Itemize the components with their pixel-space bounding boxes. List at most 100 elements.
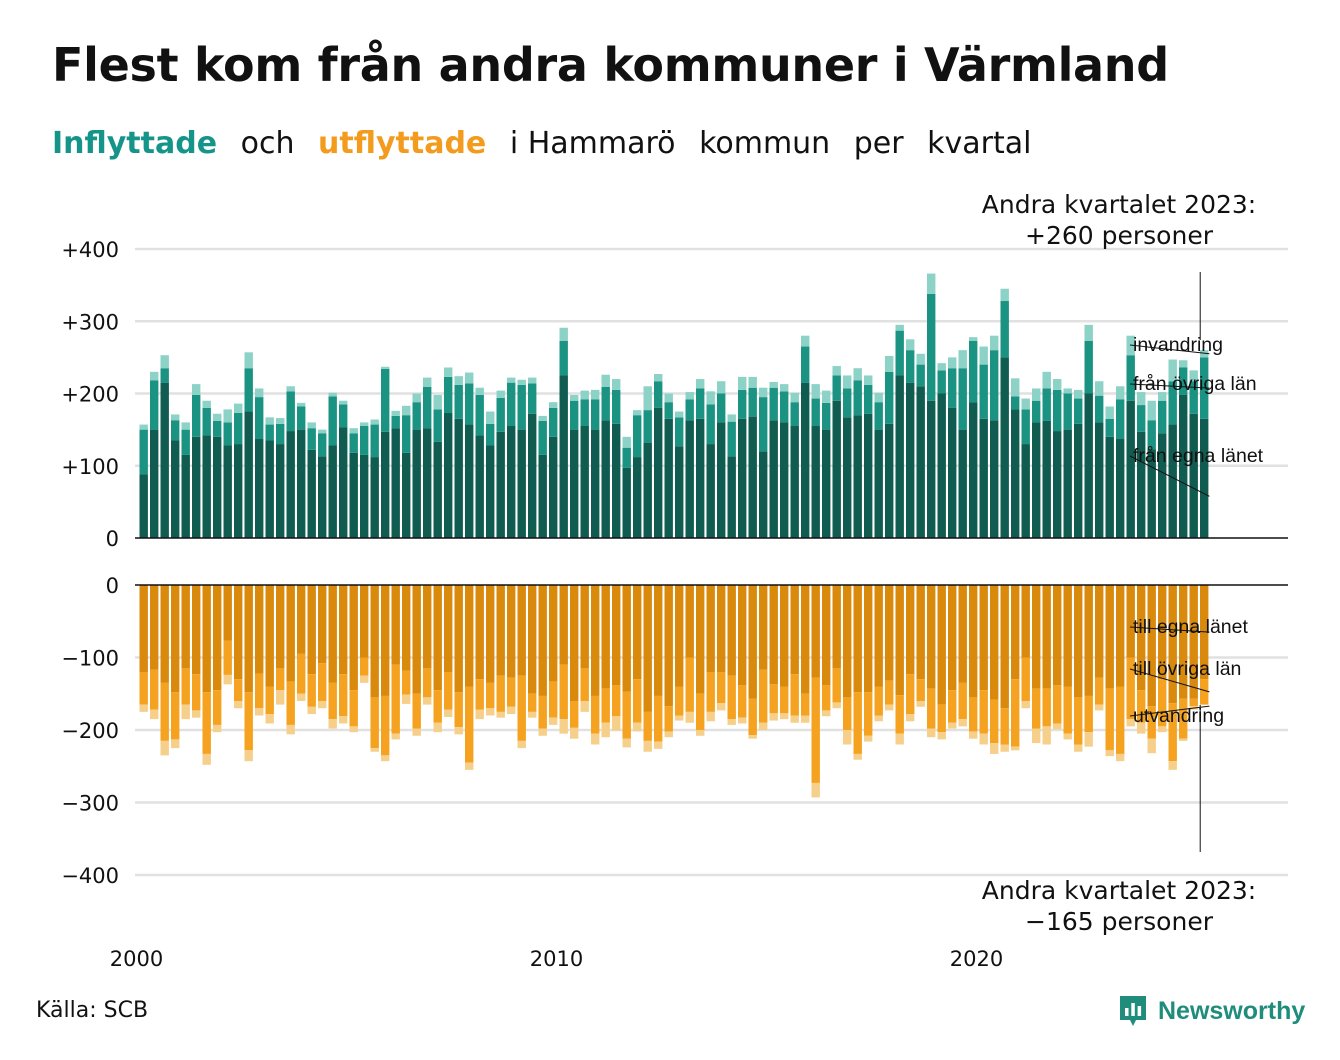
axes bbox=[135, 537, 1288, 586]
bar-out-ovriga bbox=[916, 679, 925, 701]
bar-out-utvandring bbox=[1032, 728, 1041, 744]
bar-out-egna bbox=[1084, 585, 1093, 696]
bar-out-utvandring bbox=[591, 733, 600, 745]
bar-in-egna bbox=[475, 435, 484, 538]
bar-in-ovriga bbox=[370, 424, 379, 458]
bar-in-ovriga bbox=[360, 426, 369, 455]
bar-in-egna bbox=[423, 428, 432, 538]
bar-out-ovriga bbox=[160, 682, 169, 741]
bar-out-ovriga bbox=[391, 664, 400, 734]
bar-out-egna bbox=[748, 585, 757, 699]
bar-in-egna bbox=[213, 436, 222, 538]
bar-in-invandring bbox=[843, 375, 852, 389]
bar-in-invandring bbox=[664, 393, 673, 403]
bar-out-egna bbox=[381, 585, 390, 696]
bar-out-ovriga bbox=[591, 695, 600, 734]
bar-in-ovriga bbox=[181, 429, 190, 455]
bar-out-utvandring bbox=[223, 674, 232, 685]
bar-out-ovriga bbox=[633, 679, 642, 723]
bar-out-ovriga bbox=[328, 682, 337, 720]
bar-out-egna bbox=[591, 585, 600, 696]
bar-in-ovriga bbox=[517, 384, 526, 430]
bar-out-egna bbox=[318, 585, 327, 664]
bar-out-egna bbox=[769, 585, 778, 685]
bar-in-invandring bbox=[696, 379, 705, 389]
bar-in-invandring bbox=[360, 422, 369, 427]
bar-in-invandring bbox=[139, 424, 148, 430]
bar-out-ovriga bbox=[171, 692, 180, 740]
bar-out-utvandring bbox=[790, 715, 799, 723]
bar-in-invandring bbox=[622, 436, 631, 448]
bar-out-egna bbox=[633, 585, 642, 680]
bar-out-egna bbox=[622, 585, 631, 692]
bar-in-ovriga bbox=[706, 404, 715, 445]
bar-in-egna bbox=[549, 436, 558, 538]
bar-in-ovriga bbox=[748, 387, 757, 417]
bar-out-ovriga bbox=[1116, 686, 1125, 754]
newsworthy-logo[interactable]: Newsworthy bbox=[1118, 994, 1305, 1028]
bar-out-ovriga bbox=[370, 697, 379, 749]
bar-out-utvandring bbox=[171, 739, 180, 749]
bar-in-invandring bbox=[223, 409, 232, 423]
bar-in-ovriga bbox=[1084, 340, 1093, 394]
bar-out-utvandring bbox=[286, 724, 295, 735]
bar-out-ovriga bbox=[906, 674, 915, 715]
bar-in-egna bbox=[790, 426, 799, 538]
bar-in-ovriga bbox=[423, 387, 432, 429]
bar-out-utvandring bbox=[853, 753, 862, 760]
bar-in-invandring bbox=[150, 371, 159, 381]
subtitle-word-kommun: kommun bbox=[699, 126, 831, 161]
bar-out-egna bbox=[780, 585, 789, 687]
bar-out-ovriga bbox=[223, 640, 232, 675]
bar-out-egna bbox=[370, 585, 379, 698]
bar-out-ovriga bbox=[570, 701, 579, 728]
bar-out-egna bbox=[1095, 585, 1104, 678]
bar-out-egna bbox=[832, 585, 841, 669]
bar-out-egna bbox=[885, 585, 894, 681]
bar-in-egna bbox=[517, 429, 526, 539]
bar-out-ovriga bbox=[675, 686, 684, 716]
bar-in-ovriga bbox=[727, 421, 736, 457]
bar-in-invandring bbox=[234, 403, 243, 414]
bar-in-invandring bbox=[738, 376, 747, 390]
bar-out-ovriga bbox=[706, 672, 715, 712]
bar-in-ovriga bbox=[465, 383, 474, 425]
bar-out-utvandring bbox=[769, 713, 778, 721]
bar-in-invandring bbox=[328, 392, 337, 397]
bar-in-invandring bbox=[864, 375, 873, 385]
bar-in-egna bbox=[843, 417, 852, 538]
bar-out-egna bbox=[1168, 585, 1177, 704]
bar-in-ovriga bbox=[916, 364, 925, 387]
bar-in-egna bbox=[1011, 409, 1020, 538]
bar-in-egna bbox=[822, 429, 831, 539]
bar-out-ovriga bbox=[1084, 695, 1093, 733]
bar-in-invandring bbox=[255, 388, 264, 398]
bar-out-utvandring bbox=[265, 714, 274, 724]
bar-in-invandring bbox=[297, 402, 306, 407]
bar-in-invandring bbox=[1137, 392, 1146, 406]
bar-out-utvandring bbox=[202, 753, 211, 765]
bar-in-egna bbox=[696, 418, 705, 538]
bar-out-egna bbox=[717, 585, 726, 672]
bar-out-utvandring bbox=[528, 711, 537, 718]
bar-in-invandring bbox=[570, 394, 579, 401]
bar-in-invandring bbox=[402, 405, 411, 416]
bar-out-egna bbox=[244, 585, 253, 693]
bar-out-egna bbox=[1011, 585, 1020, 680]
bar-in-egna bbox=[1137, 431, 1146, 538]
bar-out-utvandring bbox=[465, 762, 474, 770]
bar-in-invandring bbox=[1158, 392, 1167, 401]
bar-in-ovriga bbox=[633, 415, 642, 458]
y-tick-label-top: +100 bbox=[61, 455, 119, 479]
bar-in-egna bbox=[622, 467, 631, 538]
bar-in-invandring bbox=[927, 273, 936, 294]
bar-in-invandring bbox=[591, 389, 600, 400]
bar-out-ovriga bbox=[1095, 677, 1104, 705]
bar-out-egna bbox=[1158, 585, 1167, 680]
bar-in-egna bbox=[496, 431, 505, 538]
bar-out-utvandring bbox=[244, 750, 253, 762]
bar-out-ovriga bbox=[517, 675, 526, 741]
series-label-out: till egna länet bbox=[1133, 616, 1248, 638]
y-tick-label-top: 0 bbox=[106, 527, 119, 551]
